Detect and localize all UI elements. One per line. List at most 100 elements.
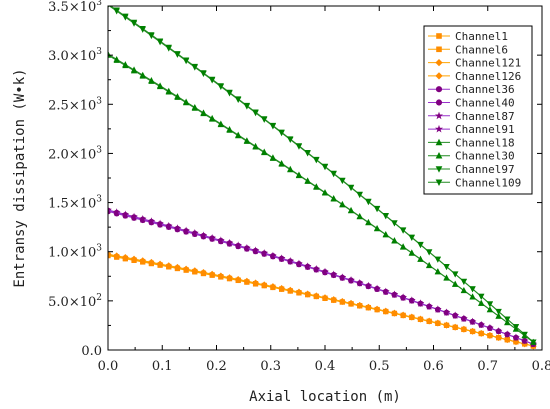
data-point — [365, 198, 372, 205]
data-point — [356, 191, 363, 198]
data-point — [235, 131, 242, 138]
data-point — [113, 7, 120, 14]
data-point — [347, 206, 355, 213]
y-tick-label: 5.0×102 — [48, 293, 102, 310]
data-point — [209, 76, 216, 83]
data-point — [139, 214, 147, 223]
data-point — [165, 87, 172, 94]
data-point — [252, 142, 259, 149]
data-point — [356, 212, 363, 219]
data-point — [313, 156, 320, 163]
data-point — [191, 63, 198, 70]
legend-label: Channel18 — [455, 136, 515, 149]
data-point — [313, 183, 320, 190]
legend-marker — [435, 86, 443, 93]
legend-label: Channel6 — [455, 43, 508, 56]
data-point — [469, 293, 476, 300]
data-point — [286, 286, 294, 294]
data-point — [217, 272, 225, 280]
series-line — [108, 254, 534, 347]
data-point — [460, 278, 467, 285]
data-point — [460, 325, 468, 333]
legend-label: Channel121 — [455, 57, 521, 70]
data-point — [495, 312, 502, 319]
data-point — [191, 267, 199, 275]
legend-label: Channel30 — [455, 150, 515, 163]
legend-label: Channel40 — [455, 97, 515, 110]
data-point — [477, 329, 485, 337]
data-point — [108, 250, 112, 258]
legend-item: Channel36 — [428, 83, 515, 96]
data-point — [200, 70, 207, 77]
legend-label: Channel91 — [455, 123, 515, 136]
data-point — [416, 299, 425, 307]
series-channel126 — [108, 250, 537, 350]
data-point — [390, 290, 399, 298]
legend-label: Channel87 — [455, 110, 515, 123]
data-point — [373, 305, 381, 313]
series-line — [108, 209, 534, 345]
data-point — [304, 150, 311, 157]
data-point — [451, 311, 459, 319]
data-point — [347, 276, 355, 284]
series-channel109 — [108, 6, 537, 346]
data-point — [139, 25, 146, 32]
data-point — [269, 283, 277, 290]
data-point — [278, 129, 285, 136]
legend-marker — [435, 99, 443, 106]
data-point — [156, 260, 164, 268]
data-point — [278, 159, 285, 166]
legend-item: Channel40 — [428, 97, 515, 110]
data-point — [443, 274, 450, 281]
data-point — [112, 208, 121, 216]
x-tick-label: 0.7 — [477, 359, 498, 374]
data-point — [382, 213, 389, 220]
data-point — [226, 274, 233, 281]
data-point — [303, 262, 312, 270]
data-point — [425, 302, 433, 310]
data-point — [495, 308, 502, 315]
data-point — [148, 32, 155, 39]
data-point — [452, 271, 459, 278]
data-point — [382, 307, 390, 315]
data-point — [312, 265, 321, 273]
data-point — [252, 279, 259, 287]
x-tick-label: 0.0 — [98, 359, 119, 374]
x-axis-title: Axial location (m) — [249, 389, 401, 405]
data-point — [130, 255, 138, 263]
legend-marker — [435, 72, 443, 80]
data-point — [243, 243, 251, 251]
data-point — [339, 200, 346, 207]
data-point — [478, 299, 485, 306]
legend-item: Channel97 — [428, 163, 515, 176]
data-point — [477, 320, 485, 328]
x-tick-label: 0.5 — [369, 359, 390, 374]
data-point — [269, 251, 277, 259]
legend-label: Channel1 — [455, 30, 508, 43]
data-point — [391, 309, 398, 317]
legend-item: Channel1 — [428, 30, 508, 43]
data-point — [200, 269, 207, 276]
legend-marker — [435, 111, 443, 120]
data-point — [139, 71, 146, 78]
legend-item: Channel87 — [428, 110, 515, 123]
data-point — [235, 96, 242, 103]
data-point — [356, 301, 364, 309]
data-point — [130, 66, 138, 73]
legend-label: Channel97 — [455, 163, 515, 176]
data-point — [113, 252, 121, 260]
data-point — [321, 163, 329, 170]
data-point — [408, 296, 416, 304]
data-point — [486, 324, 494, 332]
data-point — [261, 116, 268, 123]
legend-marker — [436, 46, 442, 53]
data-point — [108, 206, 112, 214]
legend-item: Channel91 — [428, 123, 515, 136]
legend-marker — [435, 179, 443, 186]
data-point — [217, 236, 225, 244]
data-point — [486, 332, 494, 339]
data-point — [373, 284, 381, 292]
data-point — [304, 290, 312, 298]
data-point — [356, 278, 364, 287]
